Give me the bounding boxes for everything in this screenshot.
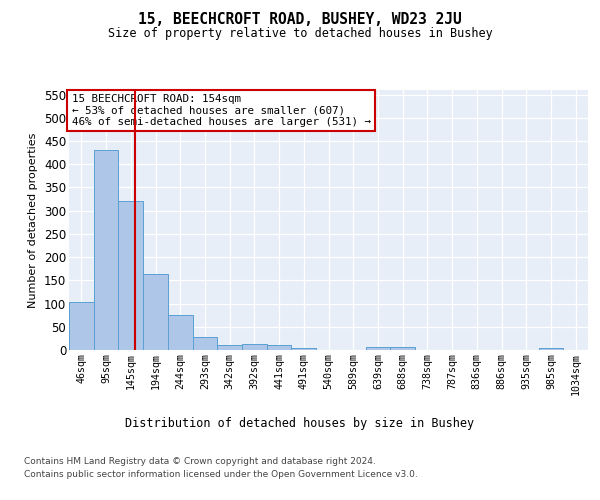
- Bar: [365, 347, 390, 350]
- Text: Contains HM Land Registry data © Crown copyright and database right 2024.: Contains HM Land Registry data © Crown c…: [24, 458, 376, 466]
- Bar: [69, 302, 94, 350]
- Bar: [242, 344, 267, 350]
- Bar: [143, 274, 168, 350]
- Bar: [539, 348, 563, 350]
- Bar: [292, 348, 316, 350]
- Bar: [193, 338, 217, 350]
- Y-axis label: Number of detached properties: Number of detached properties: [28, 132, 38, 308]
- Text: 15, BEECHCROFT ROAD, BUSHEY, WD23 2JU: 15, BEECHCROFT ROAD, BUSHEY, WD23 2JU: [138, 12, 462, 28]
- Text: Size of property relative to detached houses in Bushey: Size of property relative to detached ho…: [107, 28, 493, 40]
- Bar: [168, 315, 193, 350]
- Bar: [217, 345, 242, 350]
- Text: 15 BEECHCROFT ROAD: 154sqm
← 53% of detached houses are smaller (607)
46% of sem: 15 BEECHCROFT ROAD: 154sqm ← 53% of deta…: [71, 94, 371, 127]
- Bar: [94, 150, 118, 350]
- Text: Distribution of detached houses by size in Bushey: Distribution of detached houses by size …: [125, 418, 475, 430]
- Bar: [118, 202, 143, 350]
- Bar: [267, 346, 292, 350]
- Text: Contains public sector information licensed under the Open Government Licence v3: Contains public sector information licen…: [24, 470, 418, 479]
- Bar: [390, 347, 415, 350]
